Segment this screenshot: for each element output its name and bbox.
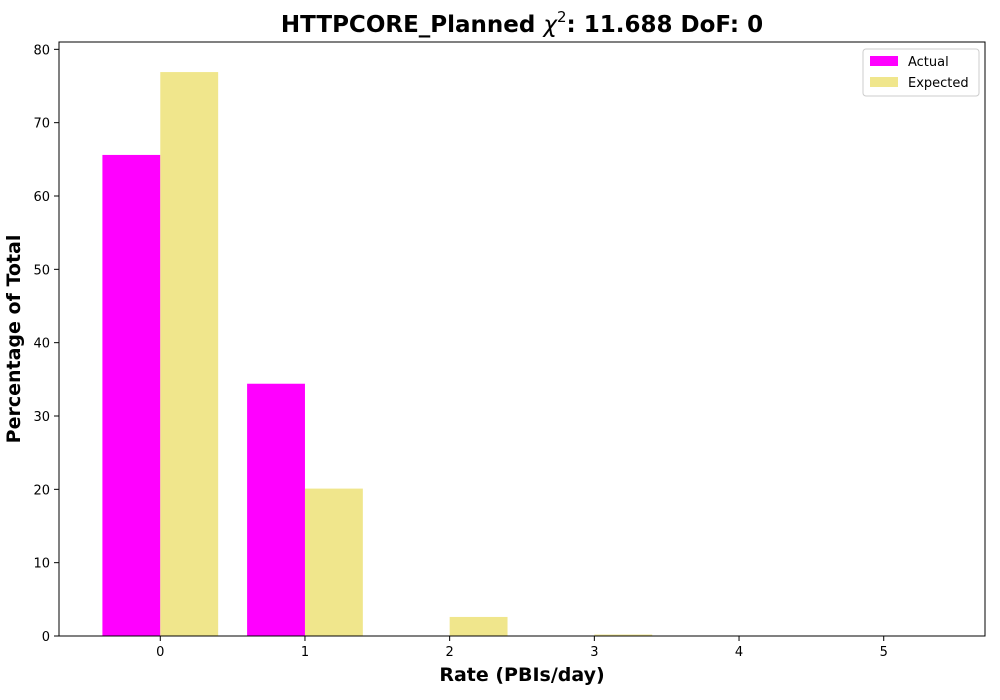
bar-expected-0 xyxy=(160,72,219,637)
x-tick-label-3: 3 xyxy=(590,645,598,660)
legend-label-actual: Actual xyxy=(908,55,949,70)
y-tick-label-70: 70 xyxy=(33,117,50,132)
y-tick-label-0: 0 xyxy=(42,630,50,645)
x-tick-label-2: 2 xyxy=(446,645,454,660)
legend-swatch-actual xyxy=(870,56,898,66)
legend-swatch-expected xyxy=(870,77,898,87)
bar-expected-3 xyxy=(594,634,653,636)
x-axis-label: Rate (PBIs/day) xyxy=(439,664,604,686)
x-tick-label-5: 5 xyxy=(880,645,888,660)
y-tick-label-30: 30 xyxy=(33,410,50,425)
plot-frame xyxy=(58,41,986,637)
chart-title-suffix: : 11.688 DoF: 0 xyxy=(567,12,764,38)
chart-title-superscript: 2 xyxy=(557,8,567,26)
chart-title: HTTPCORE_Planned χ2: 11.688 DoF: 0 xyxy=(281,8,763,38)
chart-title-prefix: HTTPCORE_Planned xyxy=(281,12,543,38)
legend: Actual Expected xyxy=(862,48,980,97)
y-tick-label-20: 20 xyxy=(33,483,50,498)
y-tick-label-60: 60 xyxy=(33,190,50,205)
bar-expected-2 xyxy=(449,616,508,636)
x-tick-label-4: 4 xyxy=(735,645,743,660)
legend-label-expected: Expected xyxy=(908,76,969,91)
y-axis-label: Percentage of Total xyxy=(3,235,25,444)
bar-actual-1 xyxy=(247,383,305,636)
y-tick-label-10: 10 xyxy=(33,557,50,572)
bar-expected-1 xyxy=(304,488,363,636)
x-tick-label-0: 0 xyxy=(156,645,164,660)
y-tick-label-50: 50 xyxy=(33,263,50,278)
y-tick-label-80: 80 xyxy=(33,43,50,58)
x-tick-label-1: 1 xyxy=(301,645,309,660)
chart-title-symbol: χ xyxy=(541,12,558,38)
bar-actual-0 xyxy=(102,154,161,636)
y-tick-label-40: 40 xyxy=(33,337,50,352)
